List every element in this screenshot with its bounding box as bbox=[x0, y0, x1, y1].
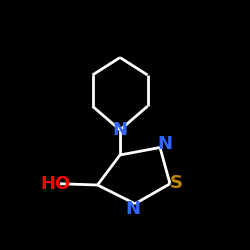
Text: S: S bbox=[170, 174, 183, 192]
Text: HO: HO bbox=[40, 175, 70, 193]
Text: N: N bbox=[158, 135, 172, 153]
Text: N: N bbox=[125, 200, 140, 218]
Text: N: N bbox=[112, 121, 128, 139]
